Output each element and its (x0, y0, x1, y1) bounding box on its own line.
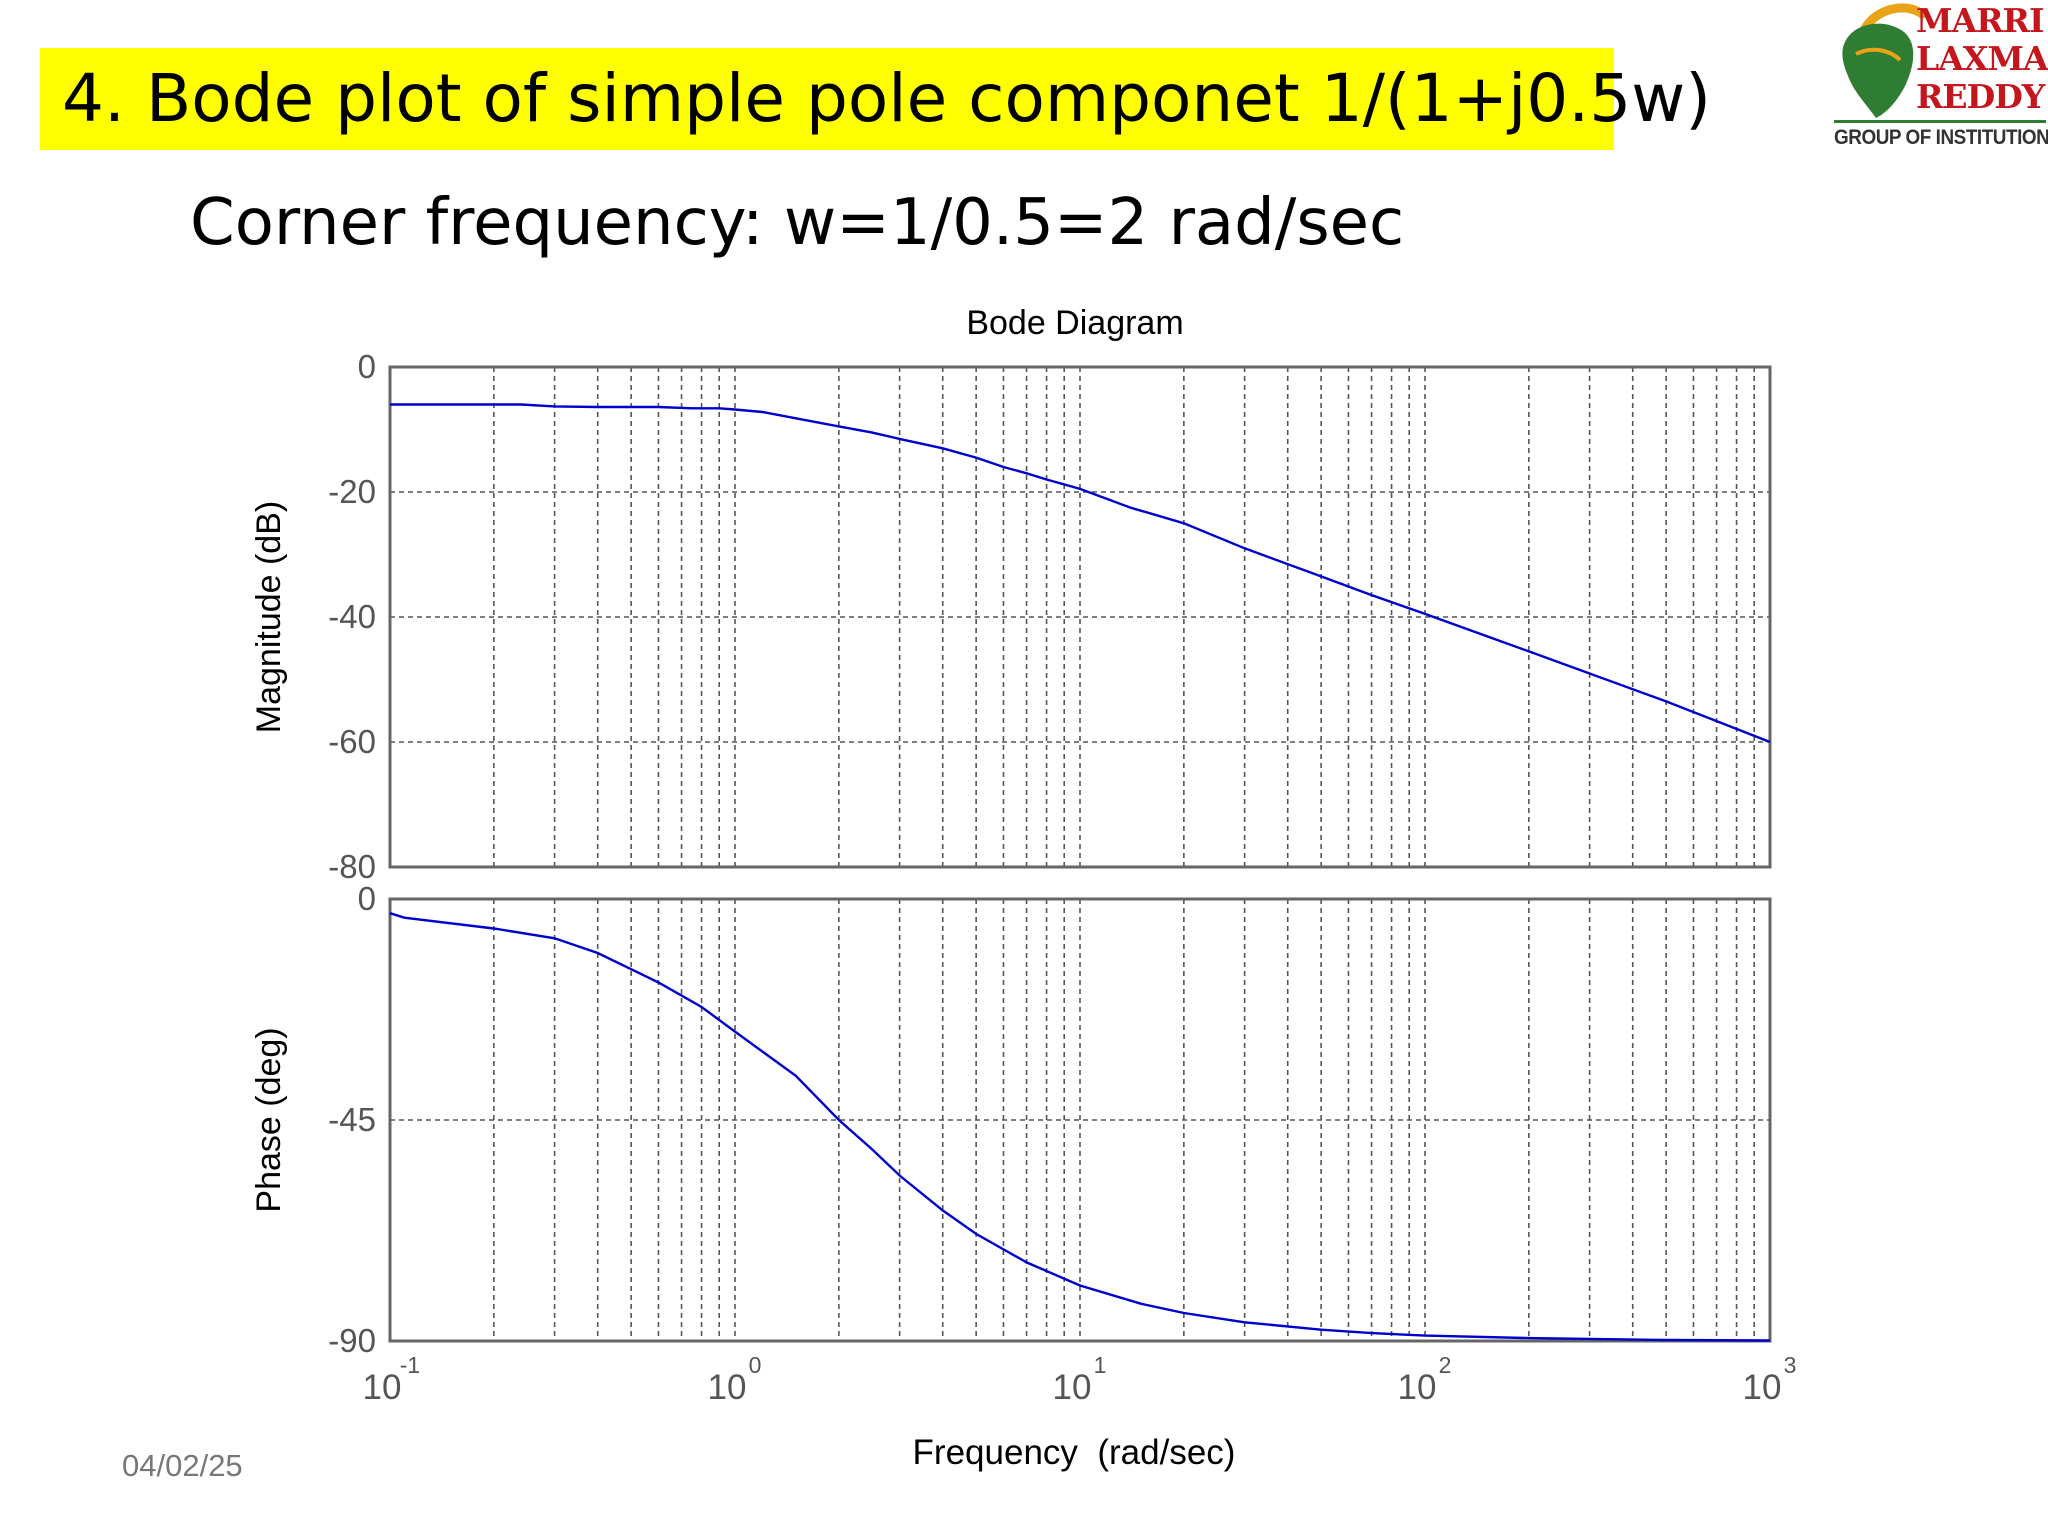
logo-line-1: MARRI (1916, 1, 2044, 40)
logo-underline (1834, 120, 2046, 123)
label-layer: 0 -20 -40 -60 -80 Magnitude (dB) 0 -45 -90 Phase … (250, 304, 1796, 1472)
x-tick-exponent: -1 (400, 1352, 420, 1378)
grid-layer (390, 367, 1770, 1341)
slide-subtitle: Corner frequency: w=1/0.5=2 rad/sec (190, 186, 1405, 260)
x-tick-base: 10 (363, 1368, 402, 1407)
magnitude-y-tick-label: 0 (358, 348, 376, 385)
x-tick-exponent: 0 (749, 1352, 762, 1378)
x-tick-exponent: 1 (1094, 1352, 1107, 1378)
magnitude-y-tick-label: -80 (328, 848, 376, 885)
magnitude-axes-frame (388, 365, 1772, 869)
phase-axes-frame (388, 897, 1772, 1343)
logo-wordmark: MARRI LAXMAN REDDY (1916, 2, 2048, 116)
institution-logo-icon (1834, 3, 2046, 123)
x-tick-base: 10 (1398, 1368, 1437, 1407)
magnitude-y-tick-label: -40 (328, 598, 376, 635)
x-tick-exponent: 2 (1439, 1352, 1452, 1378)
logo-map (1842, 23, 1914, 119)
slide-title: 4. Bode plot of simple pole componet 1/(… (40, 48, 1711, 150)
slide-date: 04/02/25 (122, 1448, 243, 1483)
phase-y-tick-label: -90 (328, 1322, 376, 1359)
phase-series-line (389, 912, 1771, 1342)
logo-ring (1859, 3, 1927, 35)
axes-layer (388, 365, 1772, 1343)
phase-y-tick-label: -45 (328, 1101, 376, 1138)
chart-title: Bode Diagram (966, 304, 1183, 342)
x-tick-label: 100 (708, 1352, 762, 1407)
x-tick-label: 102 (1398, 1352, 1452, 1407)
line-layer (389, 403, 1771, 1342)
x-tick-label: 101 (1053, 1352, 1107, 1407)
x-tick-exponent: 3 (1784, 1352, 1797, 1378)
phase-y-axis-label: Phase (deg) (250, 1027, 288, 1212)
magnitude-y-tick-label: -60 (328, 723, 376, 760)
magnitude-y-tick-label: -20 (328, 473, 376, 510)
x-axis-label: Frequency (rad/sec) (913, 1433, 1236, 1472)
x-tick-label: 10-1 (363, 1352, 421, 1407)
magnitude-y-axis-label: Magnitude (dB) (250, 501, 288, 733)
x-tick-base: 10 (1743, 1368, 1782, 1407)
x-tick-base: 10 (708, 1368, 747, 1407)
x-tick-label: 103 (1743, 1352, 1797, 1407)
logo-line-3: REDDY (1916, 77, 2045, 116)
logo-line-2: LAXMAN (1916, 39, 2048, 78)
logo-tagline: GROUP OF INSTITUTIONS (1834, 126, 2048, 149)
phase-y-tick-label: 0 (358, 880, 376, 917)
x-tick-base: 10 (1053, 1368, 1092, 1407)
magnitude-series-line (390, 403, 1771, 744)
